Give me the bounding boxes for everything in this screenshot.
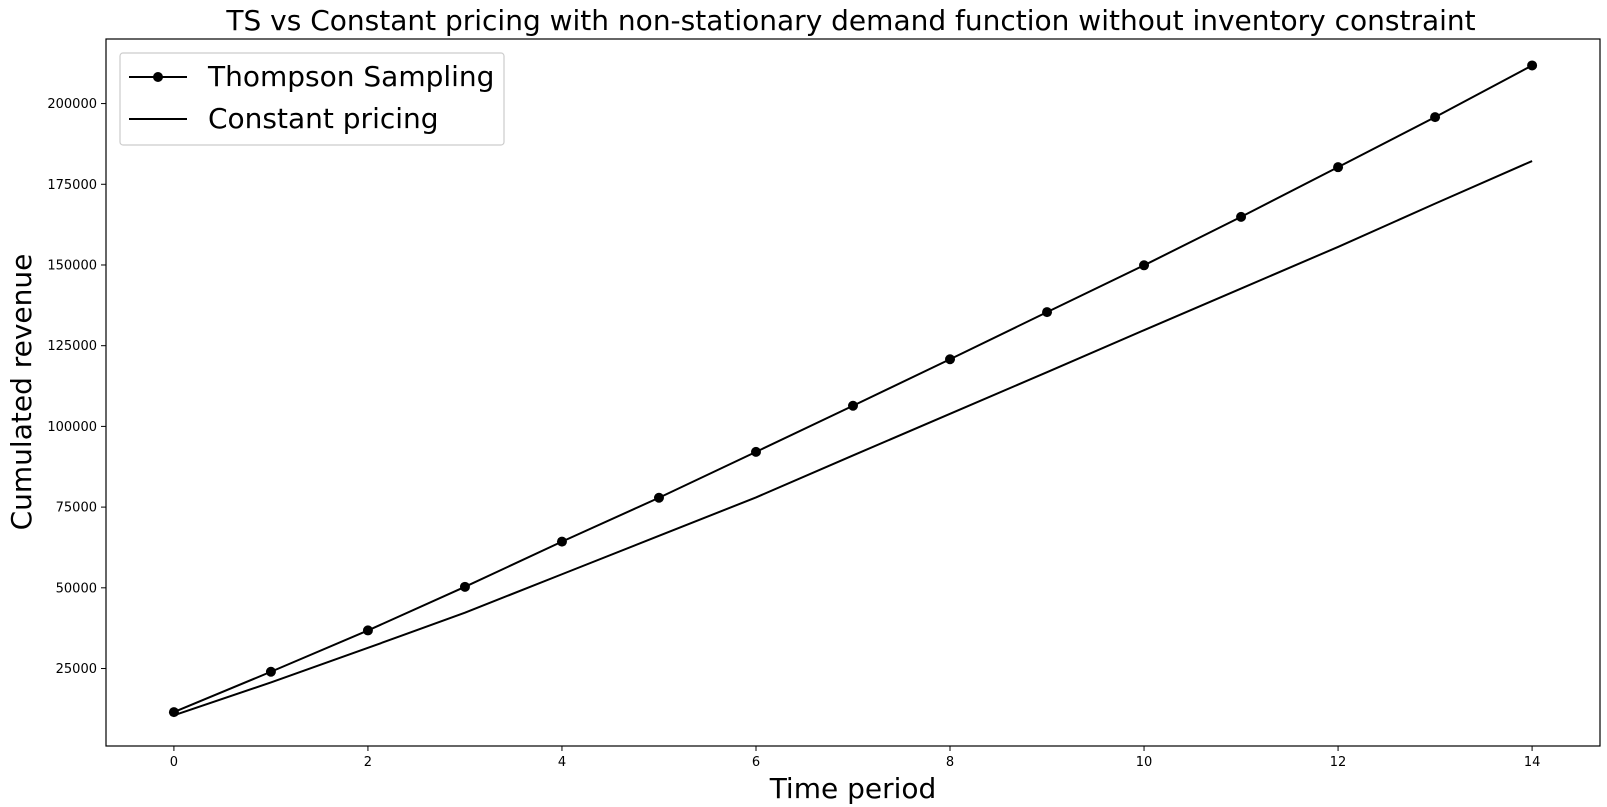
data-point-thompson-sampling (1236, 211, 1247, 222)
data-point-thompson-sampling (265, 666, 276, 677)
y-axis-ticks: 25000 50000 75000 100000 125000 150000 175000 2… (47, 97, 106, 677)
y-tick-label: 175000 (47, 178, 97, 193)
plot-area-frame (105, 38, 1601, 747)
x-tick-label: 6 (752, 755, 760, 770)
x-tick-label: 4 (558, 755, 566, 770)
data-point-thompson-sampling (1139, 260, 1150, 271)
legend-label-constant-pricing: Constant pricing (208, 102, 439, 135)
x-tick-label: 14 (1524, 755, 1541, 770)
data-point-thompson-sampling (459, 581, 470, 592)
data-point-thompson-sampling (945, 354, 956, 365)
y-tick-label: 100000 (47, 420, 97, 435)
data-point-thompson-sampling (362, 625, 373, 636)
x-axis-ticks: 0 2 4 6 8 10 12 14 (170, 746, 1541, 770)
x-tick-label: 0 (170, 755, 178, 770)
data-point-thompson-sampling (1042, 307, 1053, 318)
y-axis-title: Cumulated revenue (5, 254, 38, 531)
x-tick-label: 2 (364, 755, 372, 770)
data-point-thompson-sampling (168, 707, 179, 718)
legend-marker-thompson-sampling (153, 72, 163, 82)
series-line-thompson-sampling (173, 64, 1533, 714)
y-tick-label: 25000 (56, 662, 97, 677)
data-point-thompson-sampling (556, 536, 567, 547)
x-tick-label: 10 (1136, 755, 1153, 770)
legend: Thompson Sampling Constant pricing (119, 52, 505, 146)
series-line-constant-pricing (173, 160, 1533, 717)
y-tick-label: 200000 (47, 97, 97, 112)
data-point-thompson-sampling (1430, 112, 1441, 123)
y-tick-label: 125000 (47, 339, 97, 354)
legend-label-thompson-sampling: Thompson Sampling (207, 60, 494, 93)
y-tick-label: 150000 (47, 258, 97, 273)
data-point-thompson-sampling (848, 400, 858, 411)
data-point-thompson-sampling (750, 446, 761, 457)
data-point-thompson-sampling (1333, 162, 1344, 173)
data-point-thompson-sampling (1527, 60, 1538, 71)
x-tick-label: 8 (946, 755, 954, 770)
series-layer (168, 60, 1538, 718)
y-tick-label: 50000 (56, 581, 97, 596)
data-point-thompson-sampling (653, 492, 664, 503)
legend-box (119, 52, 505, 146)
x-axis-title: Time period (769, 772, 937, 805)
chart-title: TS vs Constant pricing with non-stationa… (225, 4, 1475, 37)
x-tick-label: 12 (1330, 755, 1347, 770)
y-tick-label: 75000 (56, 501, 97, 516)
